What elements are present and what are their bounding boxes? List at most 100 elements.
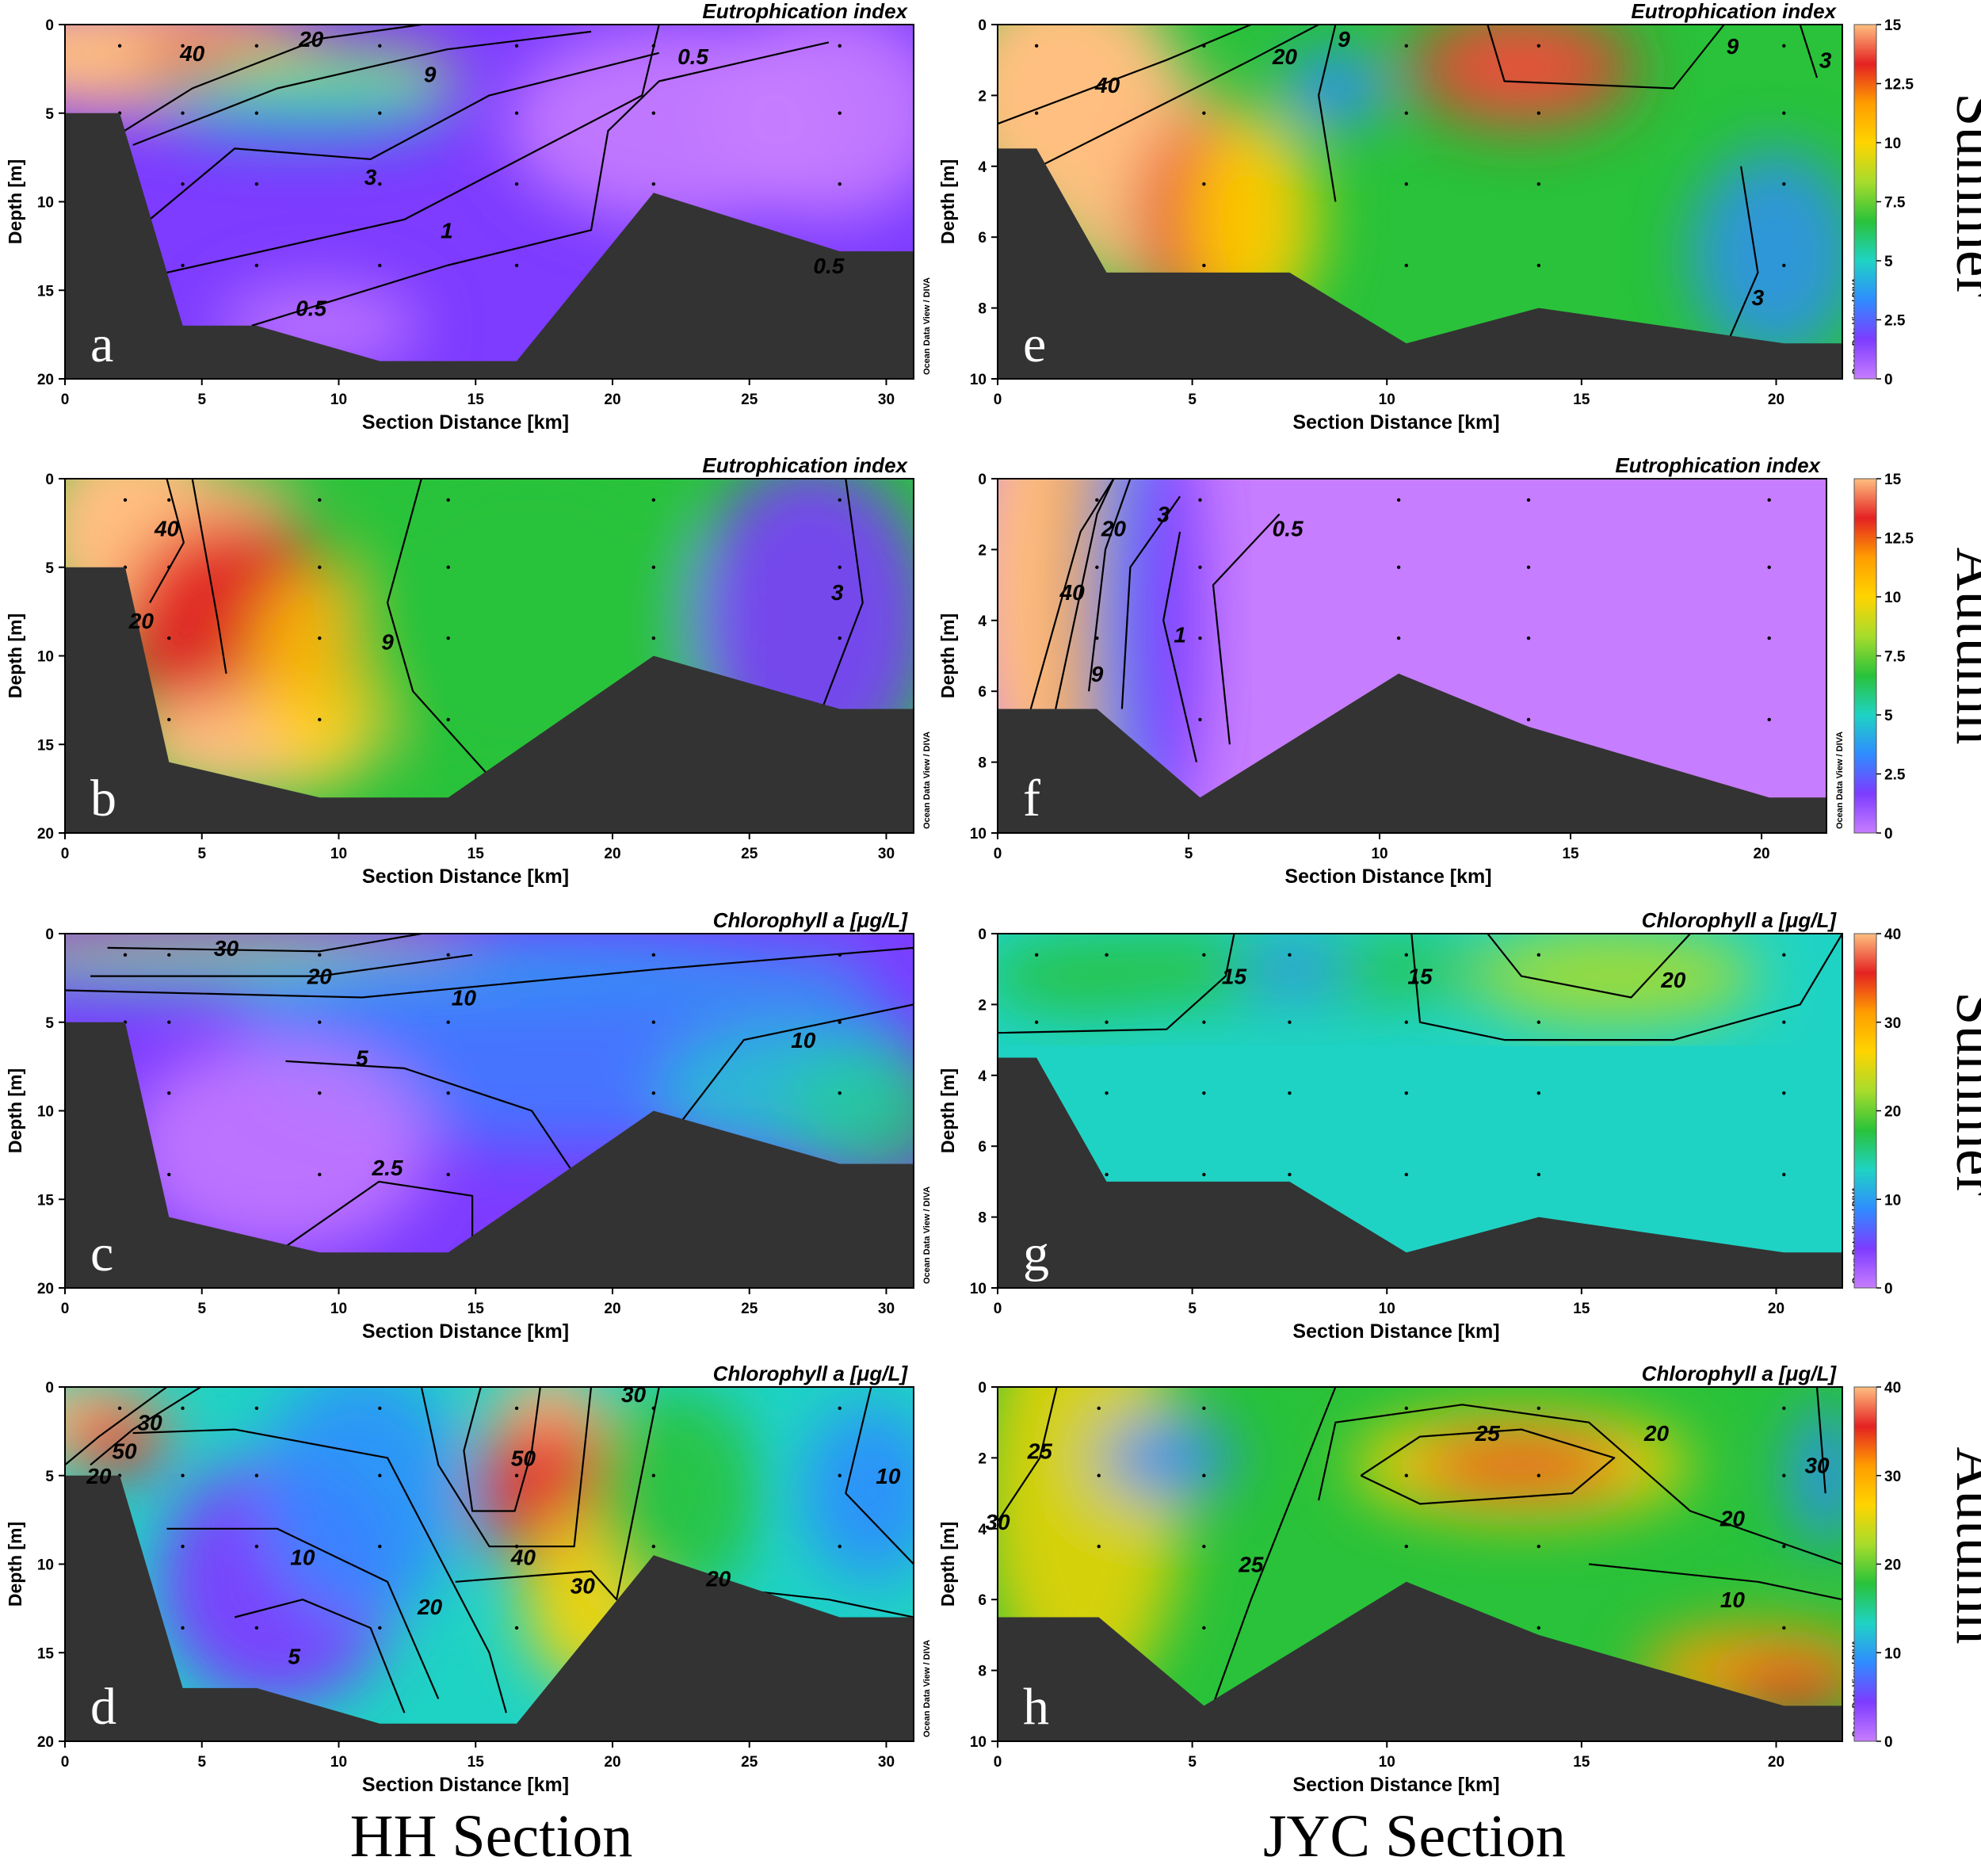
y-tick-label: 10: [37, 195, 54, 212]
y-tick-label: 5: [45, 560, 54, 577]
station-dot: [1404, 1020, 1409, 1024]
station-dot: [181, 1544, 185, 1549]
contour-line: [65, 946, 914, 999]
colorbar-tick-label: 0: [1884, 826, 1893, 842]
station-dot: [1404, 1172, 1409, 1177]
contour-label: 20: [86, 1464, 112, 1488]
y-tick-label: 20: [37, 826, 54, 842]
station-dot: [1526, 717, 1531, 722]
x-tick-label: 20: [1768, 1301, 1784, 1317]
y-tick-label: 6: [978, 230, 987, 246]
station-dot: [446, 717, 450, 722]
station-dot: [1536, 1544, 1541, 1549]
panel-title-g: Chlorophyll a [μg/L]: [1642, 908, 1838, 932]
station-dot: [181, 44, 185, 48]
contour-line: [251, 41, 830, 327]
x-tick-label: 15: [468, 1754, 485, 1771]
y-tick-label: 2: [978, 1450, 987, 1467]
station-dot: [1404, 1473, 1409, 1477]
contour-label: 0.5: [813, 254, 844, 278]
x-tick-label: 30: [878, 1301, 895, 1317]
station-dot: [378, 181, 382, 186]
contour-label: 9: [1338, 27, 1350, 52]
station-dot: [117, 1406, 122, 1411]
y-axis-title: Depth [m]: [937, 1522, 958, 1607]
colorbar-tick-label: 10: [1884, 590, 1901, 606]
colorbar: 0 2.5 5 7.5 10 12.5 15: [1853, 472, 1914, 842]
contour-label: 25: [1238, 1553, 1264, 1577]
station-dot: [651, 181, 655, 186]
station-dot: [651, 636, 655, 640]
contour-label: 0.5: [296, 296, 326, 321]
x-tick-label: 30: [878, 392, 895, 408]
x-tick-label: 10: [330, 1754, 347, 1771]
season-label-1: Summer: [1944, 93, 1981, 297]
colorbar-tick-label: 7.5: [1884, 649, 1906, 666]
x-tick-label: 15: [468, 392, 485, 408]
panel-f: 40 20 9 3 1 0.5 0 5 10 15 20 0 2 4 6 8 10 Section Distanc…: [937, 453, 1845, 888]
panel-letter-d: d: [90, 1678, 116, 1736]
colorbar: 0 2.5 5 7.5 10 12.5 15: [1853, 17, 1914, 388]
station-dot: [446, 1020, 450, 1024]
contour-line: [191, 479, 227, 674]
station-dot: [1202, 953, 1206, 957]
contour-label: 20: [417, 1595, 443, 1619]
station-dot: [1536, 181, 1541, 186]
station-dot: [514, 1473, 519, 1477]
contour-line: [675, 1003, 914, 1129]
station-dot: [254, 1473, 259, 1477]
station-dot: [181, 181, 185, 186]
station-dot: [1396, 565, 1401, 569]
y-tick-label: 2: [978, 88, 987, 105]
plot-frame-e: [997, 24, 1843, 380]
x-tick-label: 5: [197, 846, 206, 862]
x-tick-label: 10: [330, 392, 347, 408]
station-dot: [1034, 111, 1039, 115]
contour-label: 30: [214, 936, 239, 961]
station-dot: [1526, 636, 1531, 640]
station-dot: [1105, 953, 1109, 957]
y-tick-label: 20: [37, 1281, 54, 1297]
contour-label: 5: [288, 1645, 300, 1669]
panel-title-e: Eutrophication index: [1631, 0, 1837, 23]
station-dot: [117, 44, 122, 48]
x-tick-label: 10: [330, 1301, 347, 1317]
contour-line: [90, 1387, 201, 1466]
station-dot: [446, 1172, 450, 1177]
station-dot: [318, 717, 322, 722]
contour-label: 10: [791, 1028, 816, 1053]
y-axis-title: Depth [m]: [5, 613, 25, 698]
x-tick-label: 0: [994, 1301, 1002, 1317]
colorbar-tick-label: 15: [1884, 17, 1902, 34]
station-dot: [1202, 1172, 1206, 1177]
station-dot: [446, 498, 450, 502]
station-dot: [1396, 498, 1401, 502]
station-dot: [651, 1091, 655, 1095]
panel-g: 15 15 20 0 5 10 15 20 0 2 4 6 8 10 Section Distance [k…: [937, 908, 1861, 1343]
season-label-2: Autumn: [1944, 547, 1981, 744]
station-dot: [167, 565, 171, 569]
station-dot: [1404, 44, 1409, 48]
contour-line: [1212, 513, 1281, 745]
ocean-floor-f: [998, 673, 1826, 833]
station-dot: [1404, 181, 1409, 186]
contour-label: 20: [1660, 968, 1686, 992]
contour-line: [90, 953, 473, 977]
ocean-floor-d: [65, 1475, 914, 1741]
y-tick-label: 10: [37, 649, 54, 666]
colorbar-tick-label: 20: [1884, 1557, 1901, 1574]
station-dot: [167, 1091, 171, 1095]
y-tick-label: 6: [978, 1139, 987, 1156]
station-dot: [318, 1020, 322, 1024]
panel-title-b: Eutrophication index: [702, 453, 908, 477]
plot-frame-f: [997, 478, 1827, 834]
contour-label: 20: [1101, 517, 1127, 541]
colorbar-tick-label: 30: [1884, 1469, 1901, 1485]
contour-label: 25: [1475, 1421, 1501, 1446]
y-tick-label: 10: [970, 826, 987, 842]
y-tick-label: 10: [970, 372, 987, 388]
contour-line: [420, 1387, 593, 1548]
panel-letter-f: f: [1023, 770, 1040, 827]
y-tick-label: 15: [37, 1645, 55, 1662]
station-dot: [1782, 1473, 1786, 1477]
